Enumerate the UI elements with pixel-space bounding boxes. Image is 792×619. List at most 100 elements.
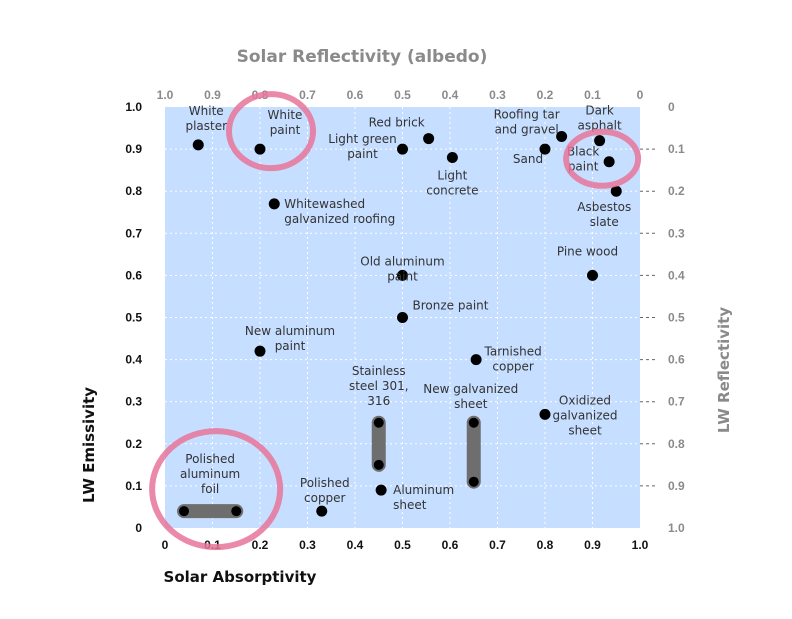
pine-wood-point — [587, 269, 598, 281]
polished-aluminum-foil-label: Polished aluminum foil — [180, 452, 240, 496]
top-tick-label: 0 — [637, 88, 644, 102]
x-tick-label: 0 — [162, 538, 169, 552]
right-tick-label: 1.0 — [668, 521, 685, 535]
tick-labels: 0 0.1 0.2 0.3 0.4 0.5 0.6 0.7 0.8 0.9 1.0 1.0 0.9 0.8… — [125, 88, 685, 552]
whitewashed-galvanized-roofing-point — [268, 198, 280, 210]
white-paint-label: White paint — [268, 108, 303, 137]
white-paint-highlight-circle — [226, 91, 316, 172]
y-tick-label: 0.7 — [125, 226, 142, 240]
new-aluminum-paint-point — [254, 345, 266, 357]
y-tick-label: 0.3 — [125, 395, 142, 409]
top-axis-title: Solar Reflectivity (albedo) — [237, 47, 488, 67]
y-tick-label: 0.1 — [125, 479, 142, 493]
bottom-axis-title: Solar Absorptivity — [164, 568, 317, 586]
left-axis-title: LW Emissivity — [80, 387, 98, 503]
x-tick-label: 0.8 — [537, 538, 554, 552]
axes: Solar Reflectivity (albedo) Solar Absorp… — [80, 47, 733, 586]
light-green-paint-label: Light green paint — [328, 132, 396, 161]
polished-aluminum-foil-highlight-circle — [149, 428, 284, 551]
right-tick-label: 0.8 — [668, 437, 685, 451]
black-paint-label: Black paint — [567, 145, 600, 174]
data-marks: Stainless steel 301, 316 New galvanized shee… — [177, 104, 631, 519]
right-tick-label: 0.5 — [668, 311, 685, 325]
asbestos-slate-label: Asbestos slate — [577, 200, 631, 229]
right-tick-label: 0 — [668, 100, 675, 114]
top-tick-label: 0.6 — [347, 88, 364, 102]
right-axis-dashes — [640, 148, 658, 487]
old-aluminum-paint-point — [397, 269, 408, 281]
right-tick-label: 0.9 — [668, 479, 685, 493]
roofing-tar-and-gravel-point — [556, 130, 568, 142]
right-tick-label: 0.7 — [668, 395, 685, 409]
roofing-tar-and-gravel-label: Roofing tar and gravel — [494, 107, 560, 136]
right-axis-title: LW Reflectivity — [715, 307, 733, 433]
y-tick-label: 1.0 — [125, 100, 142, 114]
stainless-steel-301-316-end-a — [373, 417, 384, 428]
tarnished-copper-label: Tarnished copper — [484, 345, 542, 374]
x-tick-label: 0.7 — [489, 538, 506, 552]
x-tick-label: 1.0 — [632, 538, 649, 552]
red-brick-label: Red brick — [369, 116, 425, 130]
top-tick-label: 0.7 — [299, 88, 316, 102]
whitewashed-galvanized-roofing-label: Whitewashed galvanized roofing — [284, 197, 395, 226]
aluminum-sheet-label: Aluminum sheet — [393, 483, 454, 512]
black-paint-point — [603, 156, 615, 168]
top-tick-label: 0.4 — [442, 88, 459, 102]
white-plaster-label: White plaster — [185, 104, 227, 133]
top-tick-label: 0.5 — [394, 88, 411, 102]
y-tick-label: 0.8 — [125, 184, 142, 198]
right-tick-label: 0.6 — [668, 353, 685, 367]
right-tick-label: 0.1 — [668, 142, 685, 156]
bronze-paint-point — [397, 312, 408, 323]
right-tick-label: 0.2 — [668, 184, 685, 198]
polished-aluminum-foil-end-b — [231, 506, 242, 517]
y-tick-label: 0.9 — [125, 142, 142, 156]
polished-aluminum-foil-end-a — [179, 506, 189, 517]
top-tick-label: 0.9 — [204, 88, 221, 102]
new-galvanized-sheet-end-b — [468, 476, 479, 487]
old-aluminum-paint-label: Old aluminum paint — [360, 254, 444, 283]
top-tick-label: 0.3 — [489, 88, 506, 102]
pine-wood-label: Pine wood — [557, 244, 618, 258]
aluminum-sheet-point — [375, 484, 387, 496]
x-tick-label: 0.6 — [442, 538, 459, 552]
stainless-steel-301-316-end-b — [373, 459, 384, 470]
right-tick-label: 0.4 — [668, 268, 685, 282]
bronze-paint-label: Bronze paint — [413, 299, 489, 313]
polished-copper-point — [316, 505, 328, 517]
y-tick-label: 0.6 — [125, 268, 142, 282]
new-galvanized-sheet-label: New galvanized sheet — [423, 382, 518, 411]
right-tick-label: 0.3 — [668, 226, 685, 240]
black-paint-highlight-circle — [563, 128, 642, 189]
dark-asphalt-label: Dark asphalt — [578, 104, 623, 133]
x-tick-label: 0.3 — [299, 538, 316, 552]
dark-asphalt-point — [594, 135, 606, 147]
top-tick-label: 1.0 — [157, 88, 174, 102]
top-tick-label: 0.1 — [584, 88, 601, 102]
x-tick-label: 0.5 — [394, 538, 411, 552]
new-galvanized-sheet-end-a — [468, 417, 479, 428]
highlight-circles — [149, 91, 642, 551]
asbestos-slate-point — [610, 185, 622, 197]
top-tick-label: 0.2 — [537, 88, 554, 102]
x-tick-label: 0.2 — [252, 538, 269, 552]
white-paint-point — [254, 143, 266, 155]
y-tick-label: 0.5 — [125, 311, 142, 325]
white-plaster-point — [192, 139, 204, 151]
oxidized-galvanized-sheet-point — [539, 408, 551, 420]
y-tick-label: 0 — [135, 521, 142, 535]
light-concrete-label: Light concrete — [426, 169, 478, 198]
sand-point — [539, 143, 551, 155]
oxidized-galvanized-sheet-label: Oxidized galvanized sheet — [553, 393, 618, 437]
y-tick-label: 0.2 — [125, 437, 142, 451]
light-concrete-point — [446, 152, 458, 164]
sand-label: Sand — [513, 152, 543, 166]
gridlines — [165, 107, 640, 528]
stainless-steel-301-316-label: Stainless steel 301, 316 — [349, 364, 409, 408]
new-aluminum-paint-label: New aluminum paint — [245, 324, 335, 353]
light-green-paint-point — [397, 143, 408, 155]
red-brick-point — [423, 133, 435, 145]
polished-copper-label: Polished copper — [300, 476, 350, 505]
y-tick-label: 0.4 — [125, 353, 142, 367]
